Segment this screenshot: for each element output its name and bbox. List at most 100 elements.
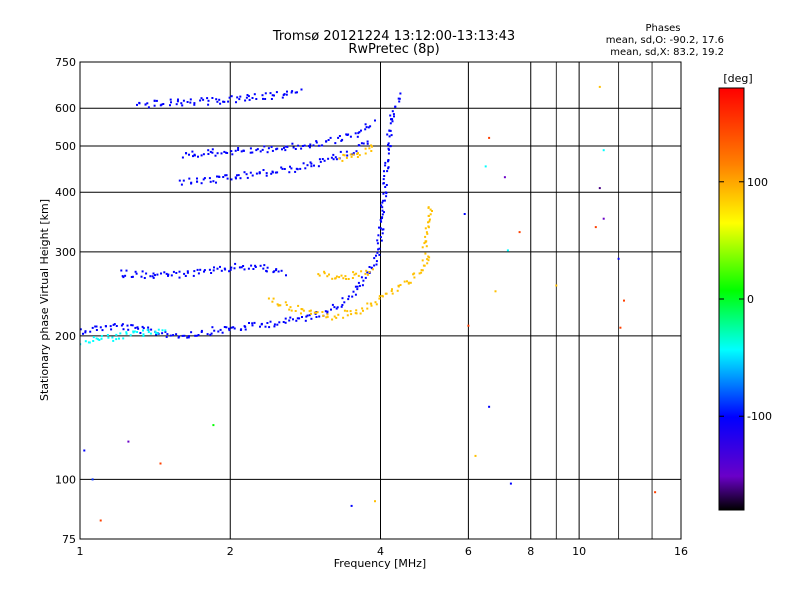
echo-point xyxy=(297,144,300,147)
colorbar-unit-label: [deg] xyxy=(723,72,752,85)
echo-point xyxy=(186,101,189,103)
echo-point xyxy=(276,323,279,326)
echo-point xyxy=(244,328,247,331)
echo-point xyxy=(617,257,620,260)
echo-point xyxy=(124,274,127,277)
echo-point xyxy=(139,332,142,334)
echo-point xyxy=(177,98,179,101)
echo-point xyxy=(286,145,289,148)
echo-point xyxy=(362,279,365,282)
echo-point xyxy=(387,167,390,170)
echo-point xyxy=(212,269,215,272)
echo-point xyxy=(181,334,184,337)
echo-point xyxy=(377,234,380,237)
echo-point xyxy=(228,327,230,330)
echo-point xyxy=(375,263,378,266)
echo-point xyxy=(84,331,87,334)
echo-point xyxy=(186,270,189,273)
echo-point xyxy=(308,146,311,149)
echo-point xyxy=(178,276,181,279)
echo-point xyxy=(382,182,385,185)
echo-point xyxy=(107,336,110,339)
echo-point xyxy=(142,335,145,337)
echo-point xyxy=(243,268,246,271)
echo-point xyxy=(283,93,286,96)
echo-point xyxy=(364,152,367,155)
echo-point xyxy=(336,306,339,309)
echo-point xyxy=(209,150,212,153)
echo-point xyxy=(429,208,432,211)
echo-point xyxy=(296,91,298,94)
echo-point xyxy=(258,172,261,174)
echo-point xyxy=(378,253,381,256)
echo-point xyxy=(97,338,100,341)
echo-point xyxy=(343,154,346,157)
echo-point xyxy=(135,272,138,275)
echo-point xyxy=(153,104,156,107)
echo-point xyxy=(223,100,226,103)
echo-point xyxy=(84,340,87,343)
echo-point xyxy=(288,171,291,174)
echo-point xyxy=(347,295,350,298)
echo-point xyxy=(247,267,250,270)
echo-point xyxy=(374,119,376,122)
echo-point xyxy=(142,327,145,330)
echo-point xyxy=(219,265,221,268)
echo-point xyxy=(172,334,175,337)
echo-point xyxy=(91,326,94,329)
echo-point xyxy=(234,149,237,152)
echo-point xyxy=(337,136,340,139)
echo-point xyxy=(372,268,374,271)
echo-point xyxy=(357,281,360,284)
echo-point xyxy=(223,326,226,328)
echo-point xyxy=(362,309,364,312)
echo-point xyxy=(349,135,352,138)
echo-point xyxy=(391,118,394,121)
echo-point xyxy=(121,275,124,278)
x-tick-label: 1 xyxy=(77,545,84,558)
echo-point xyxy=(377,248,380,251)
echo-point xyxy=(213,329,216,332)
echo-point xyxy=(207,153,210,155)
echo-point xyxy=(365,269,368,272)
echo-point xyxy=(326,313,329,316)
x-tick-label: 6 xyxy=(465,545,472,558)
echo-point xyxy=(149,332,152,335)
echo-point xyxy=(109,325,112,328)
echo-point xyxy=(295,167,298,170)
echo-point xyxy=(384,161,387,164)
echo-point xyxy=(341,304,344,306)
echo-point xyxy=(190,181,193,184)
echo-point xyxy=(136,331,139,333)
echo-point xyxy=(276,303,279,306)
echo-point xyxy=(317,144,320,147)
echo-point xyxy=(339,150,342,153)
echo-point xyxy=(281,96,284,99)
echo-point xyxy=(255,172,258,175)
echo-point xyxy=(342,316,345,319)
stats-heading: Phases xyxy=(645,23,680,34)
echo-point xyxy=(266,151,269,154)
echo-point xyxy=(333,315,336,318)
echo-point xyxy=(366,307,369,310)
echo-point xyxy=(357,274,360,277)
echo-point xyxy=(188,153,190,156)
echo-point xyxy=(357,152,359,155)
echo-point xyxy=(359,312,362,315)
echo-point xyxy=(167,273,170,276)
echo-point xyxy=(273,325,276,328)
echo-point xyxy=(167,274,169,277)
echo-point xyxy=(303,144,306,147)
echo-point xyxy=(216,152,219,155)
echo-point xyxy=(334,277,337,280)
echo-point xyxy=(384,186,387,188)
stats-line-x: mean, sd,X: 83.2, 19.2 xyxy=(610,47,724,58)
echo-point xyxy=(136,103,138,106)
echo-point xyxy=(425,245,428,248)
echo-point xyxy=(235,177,237,180)
echo-point xyxy=(381,213,384,216)
echo-point xyxy=(178,179,181,182)
echo-point xyxy=(288,308,291,311)
echo-point xyxy=(261,148,264,151)
echo-point xyxy=(181,156,184,159)
